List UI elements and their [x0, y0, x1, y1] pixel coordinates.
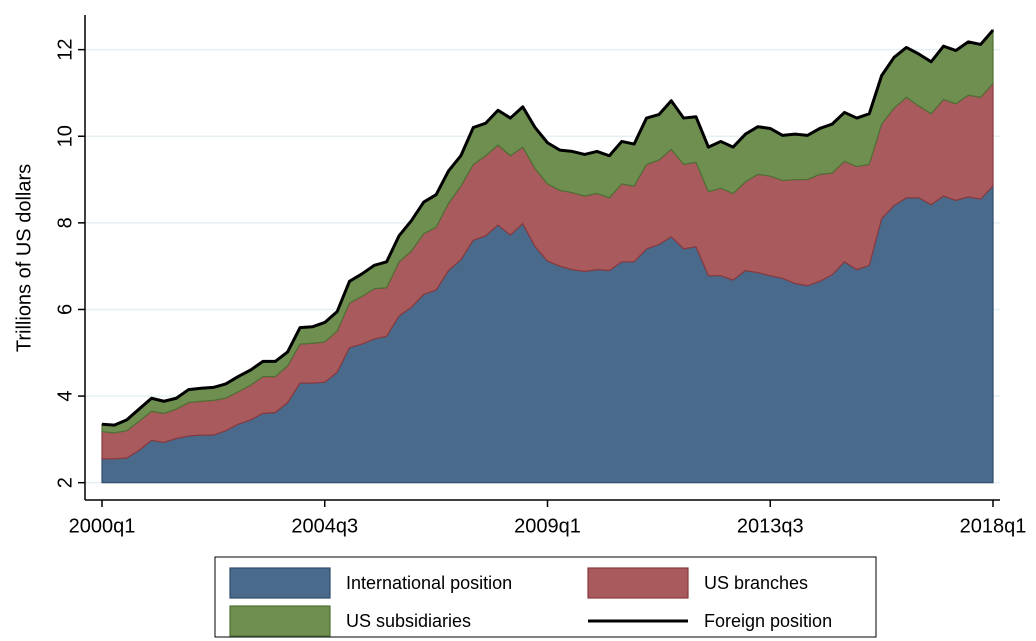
legend-swatch [229, 605, 331, 637]
legend-swatch [587, 567, 689, 599]
y-tick-label: 10 [54, 125, 76, 147]
legend-label: US branches [704, 573, 808, 593]
y-tick-label: 4 [54, 391, 76, 402]
line [101, 29, 995, 427]
x-tick-label: 2009q1 [514, 515, 581, 537]
x-tick-label: 2000q1 [69, 515, 136, 537]
y-tick-label: 2 [54, 477, 76, 488]
x-tick-label: 2013q3 [737, 515, 804, 537]
y-tick-label: 6 [54, 304, 76, 315]
legend-label: Foreign position [704, 611, 832, 631]
x-tick-label: 2018q1 [960, 515, 1027, 537]
legend-swatch [229, 567, 331, 599]
y-axis-label: Trillions of US dollars [13, 164, 35, 352]
y-tick-label: 12 [54, 39, 76, 61]
legend-label: US subsidiaries [346, 611, 471, 631]
legend-label: International position [346, 573, 512, 593]
y-tick-label: 8 [54, 217, 76, 228]
x-tick-label: 2004q3 [291, 515, 358, 537]
